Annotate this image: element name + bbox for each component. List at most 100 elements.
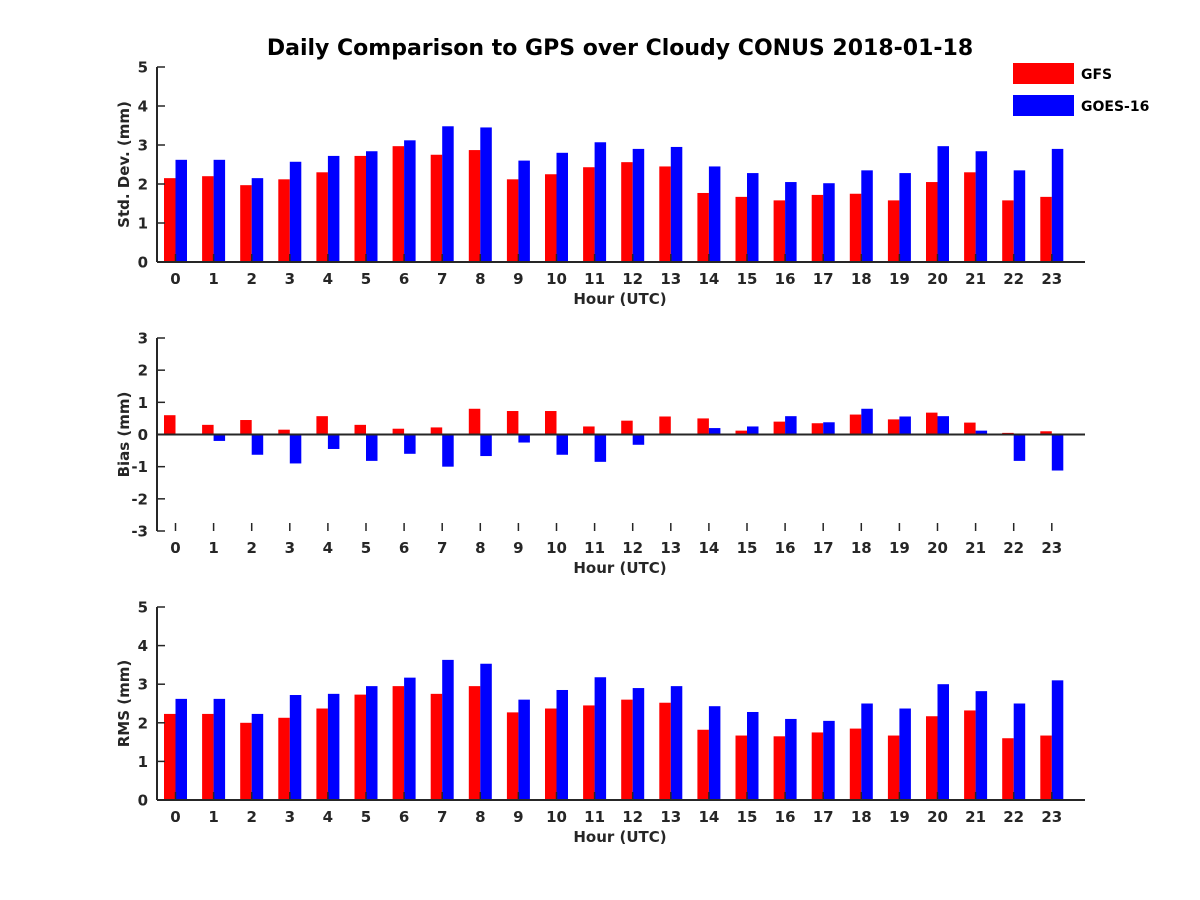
x-tick-label: 20 xyxy=(927,539,948,557)
bar-goes16-hour-1 xyxy=(213,698,226,800)
y-tick-label: -1 xyxy=(131,458,148,476)
bar-goes16-hour-5 xyxy=(366,151,378,262)
bar-goes16-hour-3 xyxy=(289,695,302,800)
x-tick-label: 6 xyxy=(399,539,409,557)
bar-goes16-hour-21 xyxy=(975,430,988,435)
x-tick-label: 18 xyxy=(851,270,872,288)
bar-gfs-hour-12 xyxy=(621,420,633,435)
x-tick-label: 11 xyxy=(584,270,605,288)
x-tick-label: 12 xyxy=(622,539,643,557)
y-tick-label: 3 xyxy=(138,676,148,694)
y-tick-label: 4 xyxy=(138,637,148,655)
bar-gfs-hour-0 xyxy=(164,415,176,435)
x-tick-label: 3 xyxy=(285,539,295,557)
x-tick-label: 17 xyxy=(813,539,834,557)
bar-gfs-hour-15 xyxy=(735,735,747,800)
bar-goes16-hour-19 xyxy=(899,416,911,435)
y-tick-label: 3 xyxy=(138,137,148,155)
x-tick-label: 0 xyxy=(170,808,180,826)
x-tick-label: 12 xyxy=(622,808,643,826)
x-tick-label: 14 xyxy=(698,270,719,288)
bar-goes16-hour-3 xyxy=(289,434,302,464)
bar-goes16-hour-16 xyxy=(785,182,797,262)
bar-gfs-hour-2 xyxy=(240,722,252,800)
bar-gfs-hour-19 xyxy=(887,200,900,262)
y-axis-label: RMS (mm) xyxy=(115,660,133,747)
bar-goes16-hour-19 xyxy=(899,708,911,800)
bar-goes16-hour-12 xyxy=(632,434,645,445)
bar-goes16-hour-20 xyxy=(937,416,949,435)
bar-goes16-hour-7 xyxy=(442,659,454,800)
bar-goes16-hour-8 xyxy=(480,127,492,262)
bar-gfs-hour-2 xyxy=(240,185,252,262)
bar-gfs-hour-21 xyxy=(964,710,976,800)
bar-goes16-hour-19 xyxy=(899,173,911,262)
bar-goes16-hour-23 xyxy=(1051,434,1064,471)
bar-gfs-hour-20 xyxy=(926,182,938,262)
legend-label-goes16: GOES-16 xyxy=(1081,99,1149,115)
bar-goes16-hour-20 xyxy=(937,146,949,262)
bar-gfs-hour-14 xyxy=(697,192,709,262)
bar-gfs-hour-18 xyxy=(849,193,862,262)
x-tick-label: 10 xyxy=(546,539,567,557)
chart-title: Daily Comparison to GPS over Cloudy CONU… xyxy=(267,36,973,61)
x-tick-label: 8 xyxy=(475,539,485,557)
bar-gfs-hour-16 xyxy=(773,200,786,262)
y-tick-label: -2 xyxy=(131,490,148,508)
bar-goes16-hour-21 xyxy=(975,151,988,262)
bar-gfs-hour-8 xyxy=(468,408,481,435)
bar-gfs-hour-10 xyxy=(545,708,557,800)
x-tick-label: 17 xyxy=(813,270,834,288)
bar-gfs-hour-10 xyxy=(545,174,557,262)
x-tick-label: 2 xyxy=(246,539,256,557)
bar-gfs-hour-15 xyxy=(735,430,747,435)
bar-gfs-hour-9 xyxy=(506,712,519,800)
y-tick-label: 5 xyxy=(138,59,148,77)
x-tick-label: 4 xyxy=(323,808,333,826)
bar-gfs-hour-4 xyxy=(316,172,328,262)
bar-gfs-hour-18 xyxy=(849,728,862,800)
x-tick-label: 16 xyxy=(775,270,796,288)
x-tick-label: 0 xyxy=(170,539,180,557)
x-tick-label: 9 xyxy=(513,539,523,557)
bar-goes16-hour-15 xyxy=(747,711,759,800)
bar-goes16-hour-15 xyxy=(747,426,759,435)
bar-goes16-hour-0 xyxy=(175,698,187,800)
y-tick-label: 5 xyxy=(138,599,148,617)
bar-gfs-hour-1 xyxy=(202,424,214,435)
bar-goes16-hour-9 xyxy=(518,160,530,262)
x-tick-label: 11 xyxy=(584,539,605,557)
x-tick-label: 13 xyxy=(660,270,681,288)
x-tick-label: 17 xyxy=(813,808,834,826)
x-tick-label: 7 xyxy=(437,539,447,557)
bar-goes16-hour-23 xyxy=(1051,680,1064,800)
x-tick-label: 19 xyxy=(889,539,910,557)
bar-goes16-hour-7 xyxy=(442,434,454,467)
bar-goes16-hour-16 xyxy=(785,718,797,800)
y-tick-label: 0 xyxy=(138,426,148,444)
bar-gfs-hour-1 xyxy=(202,176,214,262)
bar-gfs-hour-13 xyxy=(659,166,671,262)
bar-gfs-hour-10 xyxy=(545,411,557,435)
bar-gfs-hour-3 xyxy=(278,717,290,800)
bar-gfs-hour-16 xyxy=(773,421,786,435)
bar-goes16-hour-21 xyxy=(975,691,988,800)
bar-goes16-hour-1 xyxy=(213,159,226,262)
bar-goes16-hour-22 xyxy=(1013,434,1026,461)
y-tick-label: 4 xyxy=(138,98,148,116)
bar-gfs-hour-7 xyxy=(430,693,443,800)
y-tick-label: 2 xyxy=(138,176,148,194)
bar-goes16-hour-9 xyxy=(518,699,530,800)
x-tick-label: 7 xyxy=(437,808,447,826)
bar-goes16-hour-12 xyxy=(632,148,645,262)
y-axis-label: Std. Dev. (mm) xyxy=(115,101,133,228)
x-tick-label: 18 xyxy=(851,808,872,826)
y-axis-label: Bias (mm) xyxy=(115,392,133,478)
bar-gfs-hour-0 xyxy=(164,178,176,262)
bar-goes16-hour-22 xyxy=(1013,703,1026,800)
x-tick-label: 20 xyxy=(927,808,948,826)
x-tick-label: 20 xyxy=(927,270,948,288)
x-tick-label: 21 xyxy=(965,270,986,288)
bar-goes16-hour-2 xyxy=(251,434,264,455)
